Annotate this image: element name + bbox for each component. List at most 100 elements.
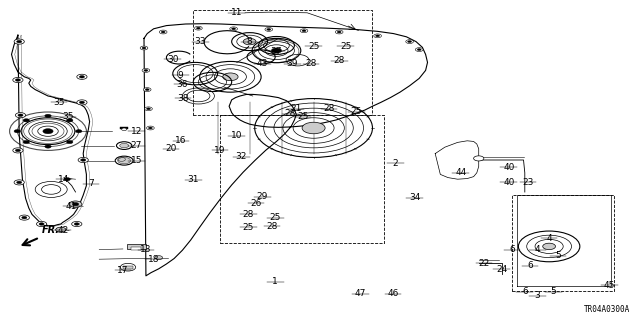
Circle shape [67, 140, 73, 144]
Text: 28: 28 [243, 210, 254, 219]
Text: 12: 12 [131, 127, 142, 136]
Circle shape [195, 26, 202, 30]
Text: 28: 28 [266, 222, 278, 231]
Circle shape [145, 89, 149, 91]
Text: 36: 36 [177, 80, 188, 89]
Circle shape [267, 28, 271, 30]
Circle shape [14, 180, 24, 185]
Text: 5: 5 [551, 287, 556, 296]
Circle shape [39, 223, 44, 225]
Text: 22: 22 [478, 259, 490, 268]
Circle shape [17, 181, 22, 184]
Text: 14: 14 [58, 175, 70, 184]
Circle shape [17, 40, 22, 43]
Circle shape [155, 256, 163, 260]
Circle shape [337, 31, 341, 33]
Circle shape [145, 107, 152, 111]
Circle shape [147, 108, 150, 110]
Circle shape [45, 145, 51, 148]
Circle shape [14, 39, 24, 44]
Bar [123, 266, 133, 269]
Circle shape [140, 46, 148, 50]
Circle shape [18, 114, 23, 116]
Text: 4: 4 [535, 245, 540, 254]
Text: 13: 13 [140, 245, 152, 254]
Circle shape [232, 28, 236, 30]
Text: 30: 30 [167, 55, 179, 64]
Text: 2: 2 [393, 159, 398, 168]
Circle shape [56, 227, 66, 232]
Circle shape [79, 76, 84, 78]
Bar [127, 244, 146, 249]
Text: 25: 25 [351, 108, 362, 116]
Text: 16: 16 [175, 136, 187, 145]
Text: 31: 31 [188, 175, 199, 184]
Text: 35: 35 [53, 98, 65, 107]
Circle shape [64, 178, 70, 181]
Text: 37: 37 [271, 47, 282, 56]
Text: 4: 4 [547, 234, 552, 243]
Circle shape [13, 148, 23, 153]
Text: 23: 23 [522, 178, 534, 187]
Text: 28: 28 [305, 60, 317, 68]
Text: 20: 20 [165, 144, 177, 153]
Text: 11: 11 [231, 8, 243, 17]
Text: 19: 19 [214, 146, 226, 155]
Text: 45: 45 [604, 281, 615, 290]
Circle shape [78, 157, 88, 163]
Circle shape [19, 215, 29, 220]
Text: 29: 29 [257, 192, 268, 201]
Circle shape [15, 113, 26, 118]
Text: 6: 6 [527, 261, 532, 270]
Text: 3: 3 [535, 292, 540, 300]
Circle shape [15, 149, 20, 152]
Circle shape [45, 114, 51, 117]
Circle shape [335, 30, 343, 34]
Circle shape [79, 101, 84, 104]
Circle shape [474, 156, 484, 161]
Circle shape [22, 216, 27, 219]
Text: 40: 40 [503, 163, 515, 172]
Text: 39: 39 [287, 60, 298, 68]
Circle shape [120, 143, 129, 148]
Text: 6: 6 [522, 287, 527, 296]
Text: 28: 28 [323, 104, 335, 113]
Circle shape [543, 243, 556, 250]
Circle shape [148, 127, 152, 129]
Text: 46: 46 [387, 289, 399, 298]
Bar [193, 10, 372, 115]
Text: TR04A0300A: TR04A0300A [584, 305, 630, 314]
Text: 27: 27 [131, 141, 142, 150]
Text: 1: 1 [273, 277, 278, 286]
Circle shape [76, 130, 82, 133]
Text: 15: 15 [131, 156, 142, 165]
Circle shape [143, 88, 151, 92]
Circle shape [81, 159, 86, 161]
Circle shape [415, 48, 423, 52]
Circle shape [74, 223, 79, 225]
Circle shape [14, 130, 20, 133]
Circle shape [271, 48, 282, 53]
Text: 41: 41 [66, 202, 77, 211]
Circle shape [302, 30, 306, 32]
Circle shape [23, 119, 29, 122]
Text: 6: 6 [509, 245, 515, 254]
Text: 25: 25 [297, 112, 308, 121]
Circle shape [223, 73, 238, 81]
Circle shape [13, 77, 23, 83]
Text: 26: 26 [250, 199, 262, 208]
Text: 43: 43 [257, 60, 268, 68]
Circle shape [43, 129, 53, 134]
Circle shape [36, 221, 47, 227]
Circle shape [300, 29, 308, 33]
Text: 25: 25 [243, 223, 254, 232]
Circle shape [77, 74, 87, 79]
Circle shape [417, 49, 421, 51]
Bar [220, 115, 384, 243]
Text: 10: 10 [231, 132, 243, 140]
Circle shape [408, 41, 412, 43]
Circle shape [374, 34, 381, 38]
Text: 8: 8 [247, 37, 252, 46]
Text: FR.: FR. [42, 225, 60, 235]
Text: 9: 9 [178, 71, 183, 80]
